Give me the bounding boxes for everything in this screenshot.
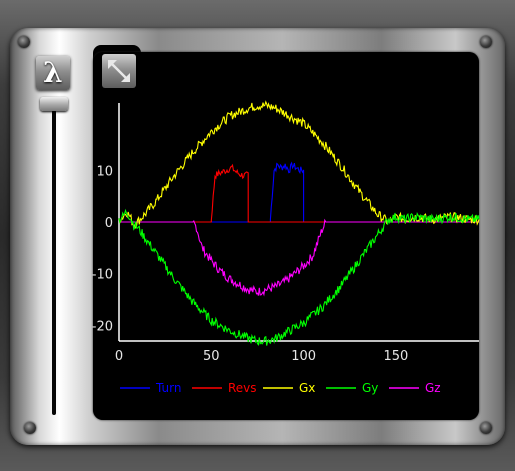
y-tick-label: -20 <box>92 319 113 334</box>
series-line-gx <box>118 100 480 230</box>
expand-icon <box>108 60 130 82</box>
chart-legend: Turn Revs Gx Gy Gz <box>120 381 441 395</box>
series-line-revs <box>119 163 479 223</box>
lambda-slider-track[interactable] <box>52 110 56 415</box>
lambda-slider-thumb[interactable] <box>40 97 68 111</box>
legend-label-gx: Gx <box>299 381 315 395</box>
screw-bottom-right <box>480 422 492 434</box>
series-line-gz <box>119 218 479 297</box>
x-tick-label: 0 <box>115 349 123 364</box>
series-line-turn <box>119 161 479 223</box>
screw-top-right <box>480 36 492 48</box>
legend-label-turn: Turn <box>155 381 181 395</box>
x-tick-label: 50 <box>203 349 220 364</box>
lambda-button[interactable]: λ <box>36 56 70 90</box>
expand-button[interactable] <box>102 54 136 88</box>
chart-series <box>118 100 480 347</box>
screw-top-left <box>18 36 30 48</box>
x-tick-label: 150 <box>384 349 409 364</box>
legend-label-revs: Revs <box>228 381 257 395</box>
y-tick-label: 0 <box>105 216 113 231</box>
x-tick-label: 100 <box>291 349 316 364</box>
legend-label-gy: Gy <box>362 381 378 395</box>
legend-label-gz: Gz <box>425 381 441 395</box>
y-tick-label: 10 <box>96 164 113 179</box>
series-line-gy <box>118 208 480 347</box>
screw-bottom-left <box>24 422 36 434</box>
y-tick-label: -10 <box>92 268 113 283</box>
